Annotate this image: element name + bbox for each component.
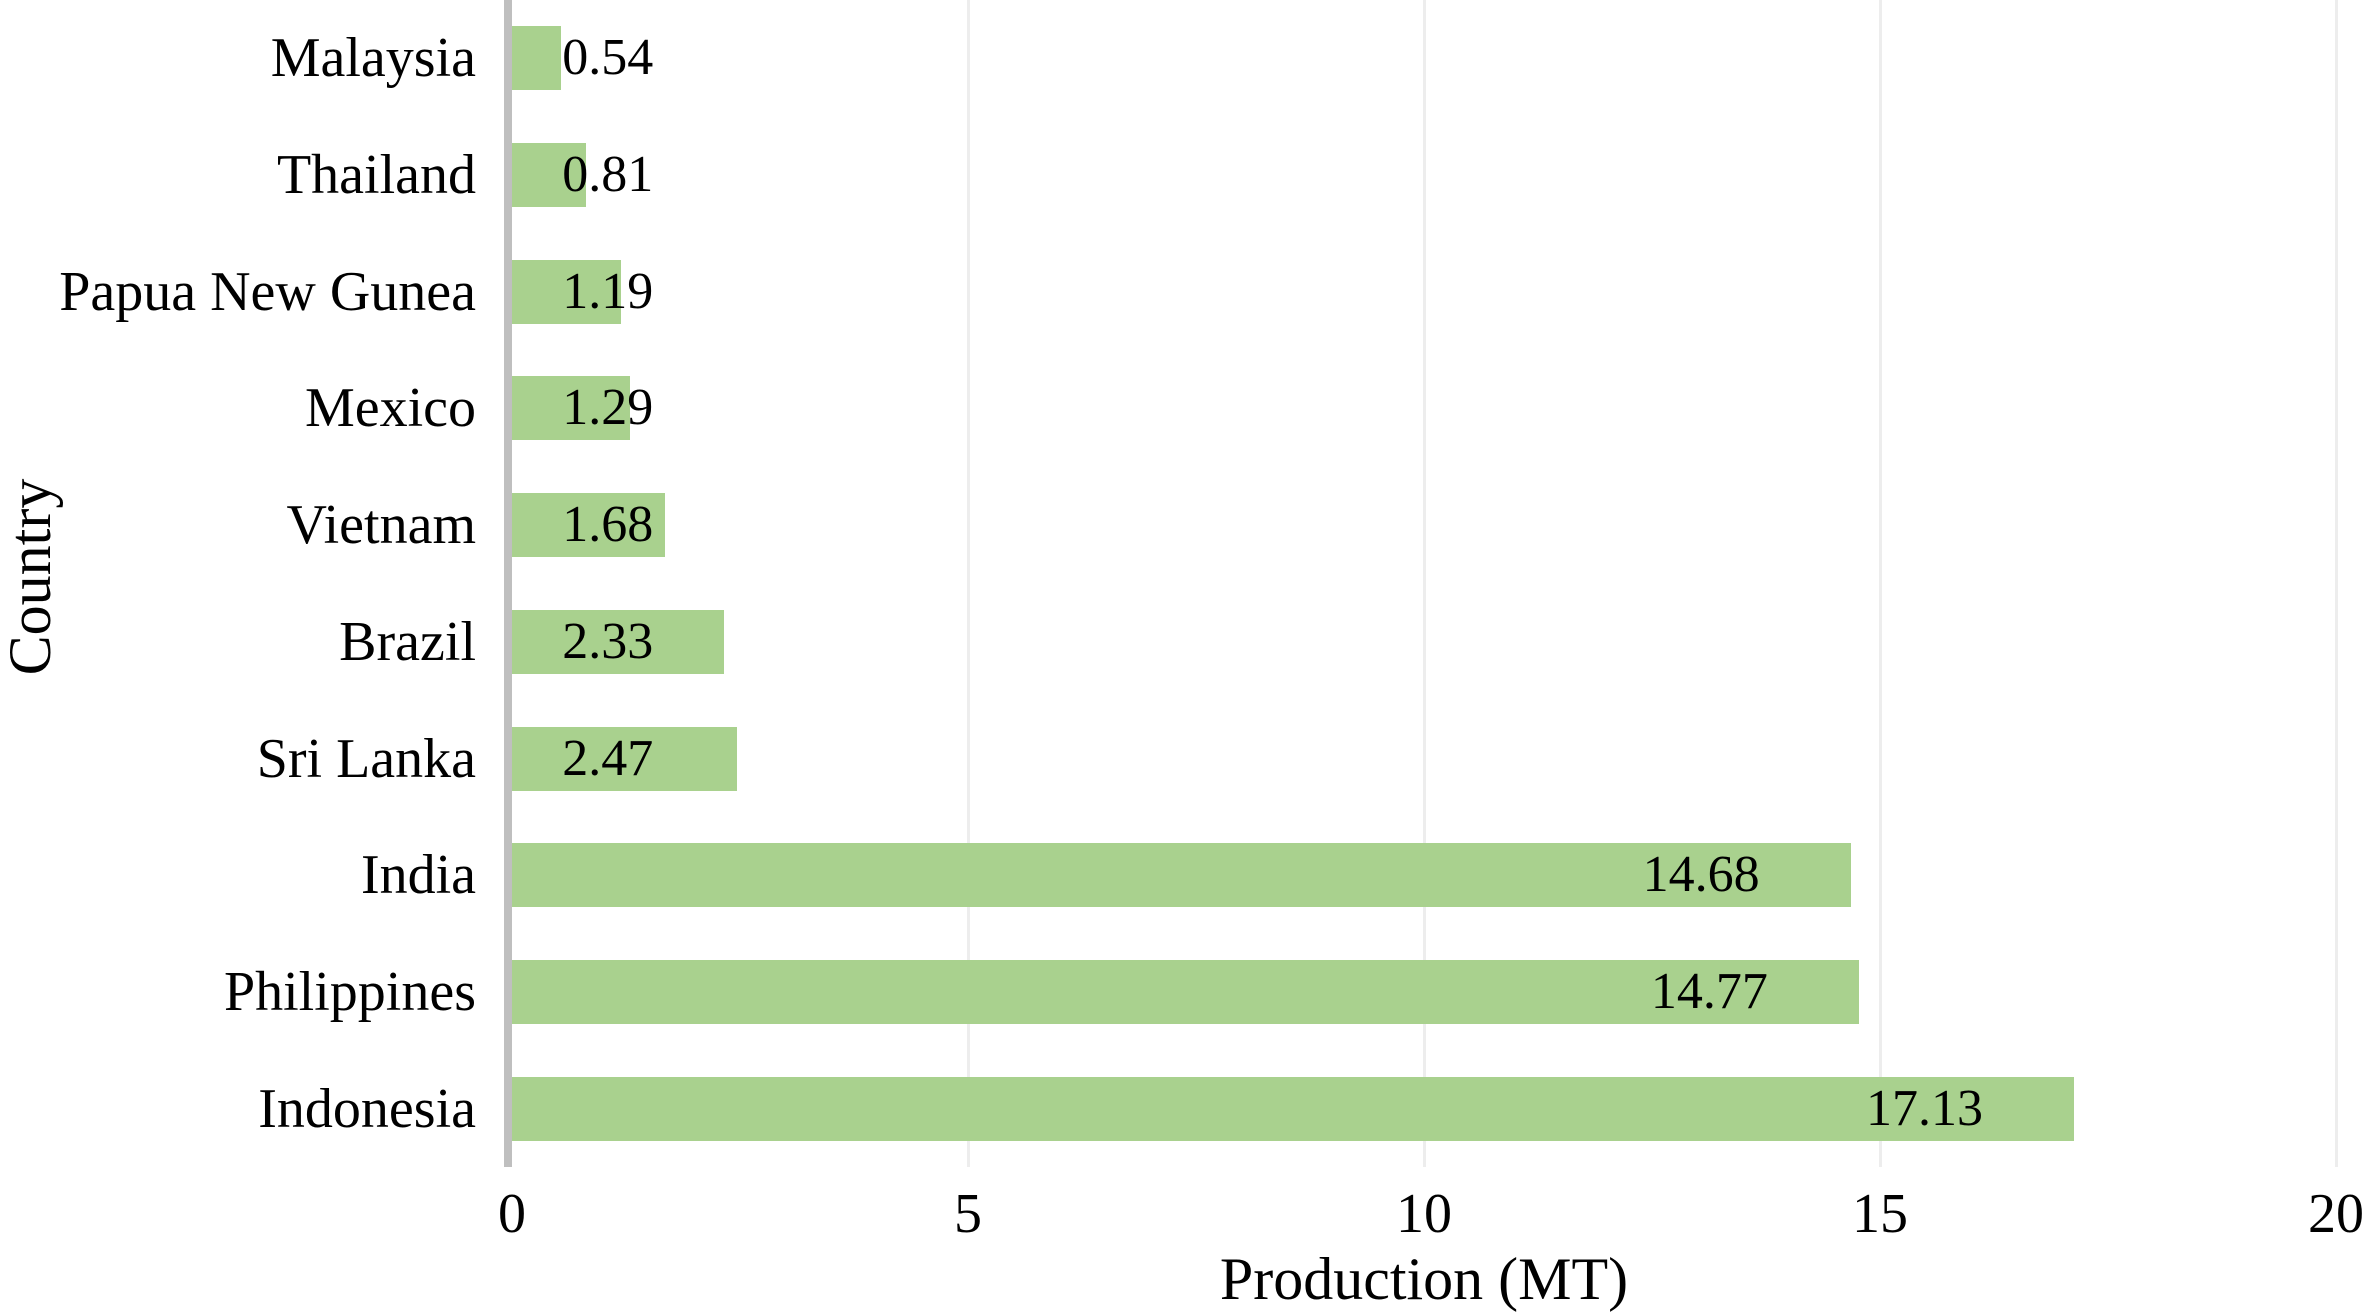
bar (512, 26, 562, 91)
value-label: 1.68 (562, 496, 654, 554)
bar-row: Brazil 2.33 (0, 584, 2362, 701)
bar-rows: Malaysia 0.54 Thailand 0.81 Papua New Gunea 1… (0, 0, 2362, 1167)
gridline-x-15 (1878, 0, 1882, 1167)
value-label: 0.54 (562, 29, 654, 87)
value-label: 14.68 (1642, 846, 1760, 904)
x-axis-title: Production (MT) (1219, 1246, 1629, 1312)
category-label: Vietnam (286, 494, 476, 557)
value-label: 2.47 (562, 729, 654, 787)
bar-row: Malaysia 0.54 (0, 0, 2362, 117)
bar-row: Sri Lanka 2.47 (0, 700, 2362, 817)
value-label: 2.33 (562, 612, 654, 670)
gridline-x-5 (966, 0, 970, 1167)
category-label: Papua New Gunea (59, 260, 476, 323)
x-tick-label: 5 (954, 1183, 982, 1245)
bar-row: Papua New Gunea 1.19 (0, 233, 2362, 350)
category-label: Mexico (304, 377, 476, 440)
bar-row: Mexico 1.29 (0, 350, 2362, 467)
bar (512, 959, 1860, 1024)
bar (512, 726, 738, 791)
bar (512, 1076, 2075, 1141)
x-tick-label: 20 (2308, 1183, 2362, 1245)
bar (512, 843, 1851, 908)
value-label: 1.29 (562, 379, 654, 437)
value-label: 1.19 (562, 262, 654, 320)
category-label: Sri Lanka (256, 727, 476, 790)
category-label: Thailand (276, 144, 476, 207)
bar-row: Vietnam 1.68 (0, 467, 2362, 584)
category-label: Philippines (223, 960, 476, 1023)
y-axis-line (504, 0, 512, 1167)
bar (512, 609, 725, 674)
value-label: 14.77 (1650, 962, 1768, 1020)
bar (512, 376, 630, 441)
gridline-x-20 (2334, 0, 2338, 1167)
category-label: India (360, 844, 476, 907)
x-axis-ticks: 0 5 10 15 20 (498, 1183, 2362, 1245)
bar (512, 259, 621, 324)
category-label: Malaysia (270, 27, 476, 90)
gridline-x-10 (1422, 0, 1426, 1167)
bar (512, 143, 586, 208)
category-label: Brazil (339, 610, 476, 673)
category-label: Indonesia (258, 1077, 476, 1140)
bar-row: Indonesia 17.13 (0, 1050, 2362, 1167)
value-label: 0.81 (562, 146, 654, 204)
bar-row: Philippines 14.77 (0, 934, 2362, 1051)
plot-area (512, 0, 2338, 1167)
x-tick-label: 0 (498, 1183, 526, 1245)
x-tick-label: 15 (1852, 1183, 1908, 1245)
value-label: 17.13 (1866, 1079, 1984, 1137)
y-axis-title: Country (0, 478, 63, 676)
bar-row: India 14.68 (0, 817, 2362, 934)
x-tick-label: 10 (1396, 1183, 1452, 1245)
bar-row: Thailand 0.81 (0, 117, 2362, 234)
bar (512, 493, 666, 558)
